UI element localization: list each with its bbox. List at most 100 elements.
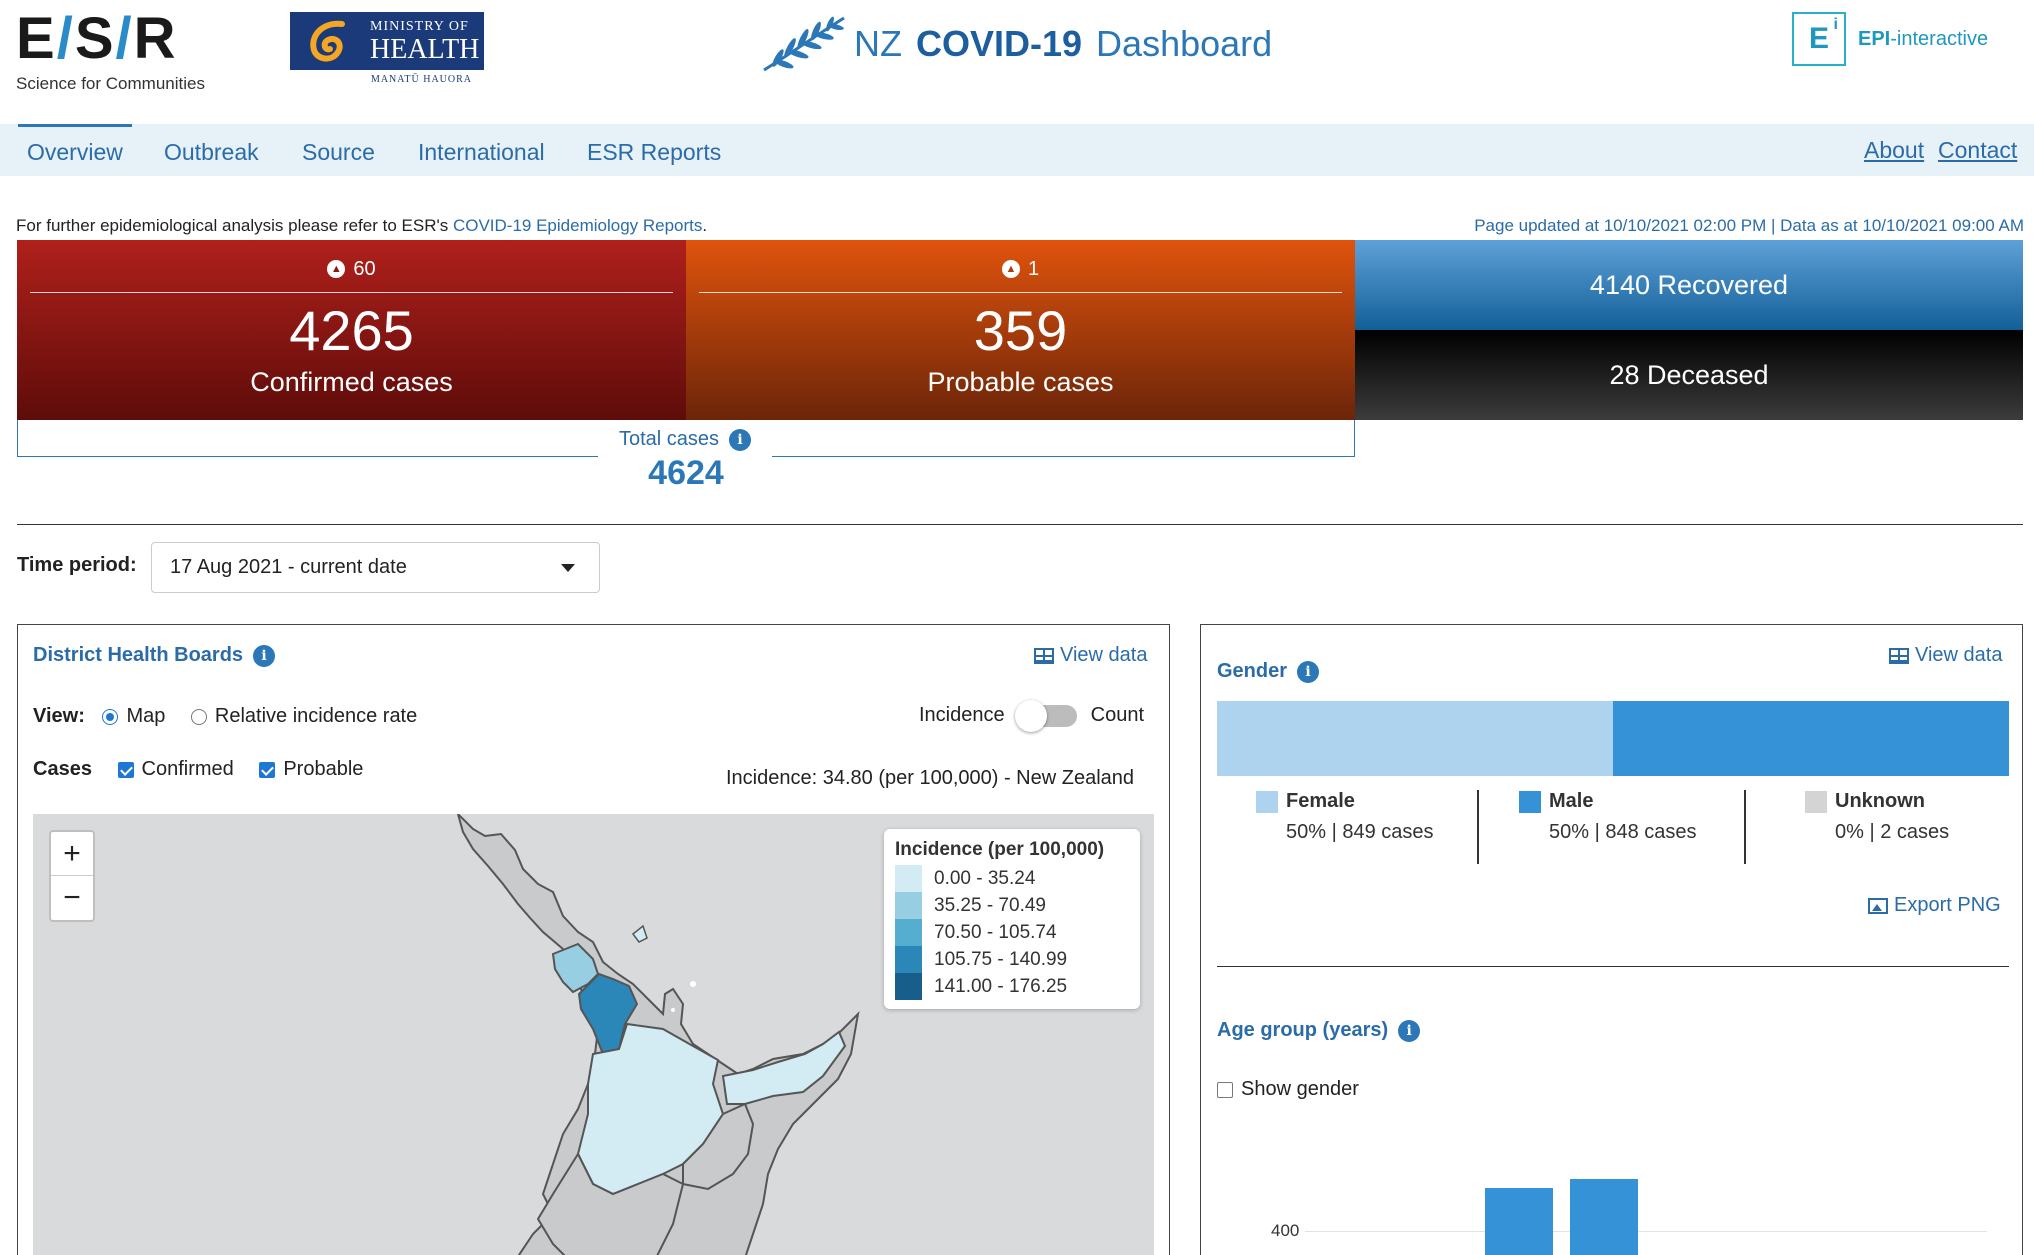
- show-gender-label: Show gender: [1241, 1078, 1359, 1100]
- caret-down-icon: [561, 564, 575, 572]
- cases-options: Cases Confirmed Probable: [33, 758, 363, 781]
- radio-relative-label: Relative incidence rate: [214, 705, 418, 727]
- legend-row: 105.75 - 140.99: [895, 946, 1129, 973]
- checkbox-probable[interactable]: Probable: [259, 758, 363, 780]
- nz-incidence-text: Incidence: 34.80 (per 100,000) - New Zea…: [726, 767, 1135, 789]
- increase-icon: ▲: [327, 260, 346, 278]
- nav-international[interactable]: International: [418, 139, 545, 165]
- view-data-label: View data: [1915, 644, 2003, 666]
- gender-title: Gender i: [1217, 660, 1320, 683]
- moh-line3: MANATŪ HAUORA: [370, 74, 472, 85]
- chart-gridline: [1305, 1231, 1987, 1232]
- probable-cases-card: ▲ 1 359 Probable cases: [686, 240, 1355, 420]
- nav-about[interactable]: About: [1864, 137, 1925, 163]
- confirmed-delta: 60: [353, 257, 376, 280]
- dhb-map[interactable]: + − Incidence (per 100,000) 0.00 - 35.24…: [33, 814, 1154, 1255]
- legend-label: 141.00 - 176.25: [934, 975, 1068, 997]
- probable-delta: 1: [1027, 257, 1040, 280]
- age-bar[interactable]: [1485, 1188, 1553, 1255]
- ministry-of-health-logo[interactable]: MINISTRY OF HEALTH MANATŪ HAUORA: [290, 12, 484, 89]
- info-icon[interactable]: i: [1398, 1019, 1421, 1042]
- view-data-label: View data: [1060, 644, 1148, 666]
- radio-map-label: Map: [126, 705, 166, 727]
- view-options: View: Map Relative incidence rate: [33, 705, 417, 728]
- zoom-in-button[interactable]: +: [51, 832, 93, 876]
- esr-logo[interactable]: E/S/R Science for Communities: [16, 6, 221, 94]
- checkbox-probable-label: Probable: [283, 758, 364, 780]
- table-icon: [1034, 647, 1054, 664]
- esr-tagline: Science for Communities: [16, 74, 205, 93]
- dhb-panel: [17, 624, 1170, 1255]
- title-nz: NZ: [854, 23, 902, 64]
- legend-label: 105.75 - 140.99: [934, 948, 1068, 970]
- panel-divider: [1217, 966, 2009, 967]
- map-zoom-control: + −: [49, 830, 95, 922]
- koru-icon: [310, 20, 345, 62]
- nav-esr-reports[interactable]: ESR Reports: [587, 139, 722, 165]
- moh-line2: HEALTH: [370, 34, 480, 65]
- female-bar[interactable]: [1217, 701, 1613, 776]
- confirmed-label: Confirmed cases: [250, 367, 453, 397]
- image-icon: [1868, 897, 1888, 914]
- radio-relative-incidence[interactable]: Relative incidence rate: [190, 705, 418, 727]
- checkbox-confirmed-label: Confirmed: [141, 758, 234, 780]
- export-png-button[interactable]: Export PNG: [1868, 894, 2001, 917]
- main-nav: Overview Outbreak Source International E…: [0, 124, 2034, 176]
- female-name: Female: [1286, 790, 1355, 812]
- male-name: Male: [1549, 790, 1594, 812]
- legend-row: 70.50 - 105.74: [895, 919, 1129, 946]
- epi-reports-link[interactable]: COVID-19 Epidemiology Reports: [452, 216, 703, 235]
- legend-swatch: [895, 919, 922, 946]
- nav-contact[interactable]: Contact: [1938, 137, 2018, 163]
- nav-outbreak[interactable]: Outbreak: [164, 139, 259, 165]
- incidence-count-toggle-row: Incidence Count: [919, 699, 1144, 732]
- zoom-out-button[interactable]: −: [63, 881, 81, 914]
- show-gender-checkbox[interactable]: Show gender: [1217, 1078, 1359, 1101]
- dhb-view-data-button[interactable]: View data: [1034, 644, 1147, 667]
- time-period-select[interactable]: 17 Aug 2021 - current date: [151, 542, 600, 593]
- legend-swatch: [895, 946, 922, 973]
- legend-label: 0.00 - 35.24: [934, 867, 1036, 889]
- gender-view-data-button[interactable]: View data: [1889, 644, 2002, 667]
- unknown-swatch: [1805, 790, 1827, 813]
- section-divider: [17, 524, 2023, 525]
- female-swatch: [1256, 790, 1278, 813]
- checkbox-unchecked-icon: [1217, 1081, 1233, 1098]
- esr-logo-mark: E/S/R: [16, 6, 178, 71]
- incidence-legend: Incidence (per 100,000) 0.00 - 35.24 35.2…: [884, 829, 1140, 1009]
- info-icon[interactable]: i: [253, 644, 276, 667]
- female-value: 50% | 849 cases: [1286, 821, 1434, 843]
- toggle-incidence-label: Incidence: [919, 704, 1005, 726]
- legend-label: 35.25 - 70.49: [934, 894, 1046, 916]
- dhb-title-text: District Health Boards: [33, 644, 244, 666]
- age-bar[interactable]: [1570, 1179, 1638, 1255]
- toggle-count-label: Count: [1090, 704, 1144, 726]
- dhb-title: District Health Boards i: [33, 644, 276, 667]
- title-dashboard: Dashboard: [1096, 23, 1273, 64]
- legend-label: 70.50 - 105.74: [934, 921, 1057, 943]
- export-label: Export PNG: [1894, 894, 2001, 916]
- legend-male: Male 50% | 848 cases: [1519, 790, 1697, 844]
- site-title: NZ COVID-19 Dashboard: [760, 14, 1272, 74]
- nav-overview[interactable]: Overview: [18, 124, 132, 176]
- legend-row: 141.00 - 176.25: [895, 973, 1129, 1000]
- time-period-value: 17 Aug 2021 - current date: [170, 556, 407, 578]
- deceased-card: 28 Deceased: [1355, 330, 2023, 420]
- info-icon[interactable]: i: [729, 428, 752, 451]
- epi-logo-text: EPI-interactive: [1858, 27, 1989, 50]
- legend-swatch: [895, 973, 922, 1000]
- info-icon[interactable]: i: [1297, 660, 1320, 683]
- gender-age-panel: [1200, 624, 2023, 1255]
- legend-divider: [1744, 790, 1746, 864]
- gender-title-text: Gender: [1217, 660, 1288, 682]
- male-bar[interactable]: [1613, 701, 2009, 776]
- checkbox-confirmed[interactable]: Confirmed: [117, 758, 234, 780]
- incidence-count-toggle[interactable]: [1014, 699, 1077, 732]
- title-covid: COVID-19: [916, 23, 1083, 64]
- unknown-value: 0% | 2 cases: [1835, 821, 1950, 843]
- radio-map[interactable]: Map: [102, 705, 165, 727]
- nav-source[interactable]: Source: [302, 139, 375, 165]
- probable-value: 359: [973, 299, 1068, 362]
